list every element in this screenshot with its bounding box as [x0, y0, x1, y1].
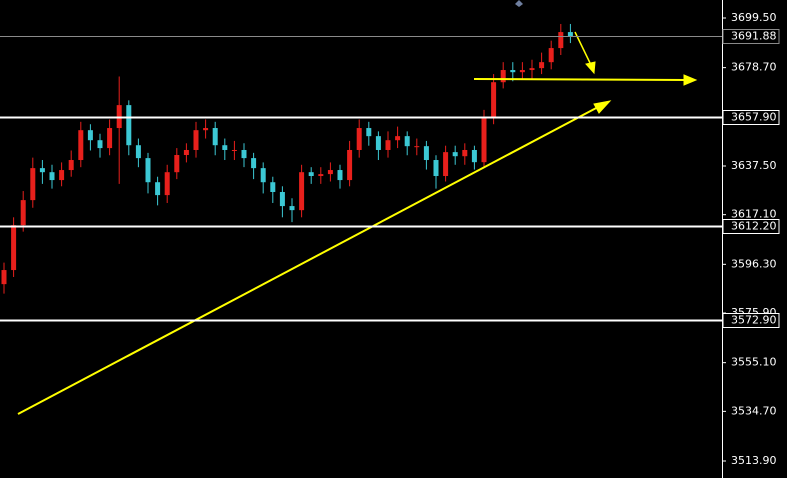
- candle-body: [11, 225, 17, 271]
- candle-body: [337, 170, 343, 181]
- price-label-box: [722, 313, 780, 328]
- y-tick-label: 3699.50: [731, 11, 777, 24]
- price-label-box: [722, 29, 780, 44]
- candles: [1, 23, 573, 294]
- price-label-box: [722, 110, 780, 125]
- candle-body: [203, 128, 209, 131]
- price-label: 3572.90: [731, 314, 777, 327]
- candle-body: [404, 136, 410, 147]
- candle-body: [356, 128, 362, 150]
- trend-line: [473, 78, 687, 81]
- trend-line: [574, 31, 592, 66]
- price-label: 3657.90: [731, 111, 777, 124]
- trend-line: [17, 105, 601, 415]
- candle-body: [78, 130, 84, 161]
- candle-body: [318, 174, 324, 177]
- candle-body: [174, 155, 180, 173]
- candle-body: [471, 149, 477, 163]
- candle-body: [462, 149, 468, 157]
- y-tick-label: 3637.50: [731, 159, 777, 172]
- candle-body: [97, 140, 103, 149]
- y-tick-label: 3555.10: [731, 356, 777, 369]
- candle-body: [279, 192, 285, 207]
- candle-body: [385, 140, 391, 150]
- candle-body: [126, 105, 132, 146]
- candle-body: [308, 172, 314, 177]
- candle-body: [558, 32, 564, 49]
- marker: [515, 0, 523, 7]
- candle-body: [433, 160, 439, 177]
- candle-body: [30, 168, 36, 201]
- candle-body: [270, 182, 276, 193]
- candle-body: [481, 118, 487, 163]
- price-label-box: [722, 219, 780, 234]
- y-tick-label: 3513.90: [731, 454, 777, 467]
- price-label: 3612.20: [731, 220, 777, 233]
- candle-body: [529, 68, 535, 71]
- candle-body: [423, 146, 429, 161]
- candle-body: [155, 182, 161, 196]
- price-label: 3691.88: [731, 30, 777, 43]
- y-tick-label: 3534.70: [731, 404, 777, 417]
- candle-body: [347, 149, 353, 181]
- candle-body: [510, 70, 516, 73]
- candle-body: [443, 152, 449, 177]
- y-tick-label: 3678.70: [731, 61, 777, 74]
- candle-body: [135, 145, 141, 159]
- candle-body: [193, 130, 199, 150]
- candle-body: [164, 172, 170, 196]
- candle-body: [251, 158, 257, 169]
- y-tick-label: 3617.10: [731, 208, 777, 221]
- candle-body: [366, 128, 372, 137]
- candle-body: [59, 170, 65, 181]
- candle-body: [107, 128, 113, 149]
- candle-body: [212, 128, 218, 146]
- candle-body: [539, 62, 545, 69]
- candle-body: [567, 32, 573, 37]
- candle-body: [395, 136, 401, 141]
- candle-body: [299, 172, 305, 211]
- candle-body: [548, 48, 554, 63]
- y-tick-label: 3596.30: [731, 257, 777, 270]
- candle-body: [222, 145, 228, 150]
- candle-body: [145, 158, 151, 183]
- candle-body: [375, 136, 381, 150]
- candle-body: [260, 168, 266, 183]
- arrow-head: [683, 74, 698, 86]
- candle-body: [500, 70, 506, 83]
- candle-body: [241, 149, 247, 159]
- arrow-head: [585, 61, 596, 75]
- candle-body: [231, 149, 237, 151]
- candle-body: [327, 170, 333, 175]
- candle-body: [183, 149, 189, 156]
- candle-body: [414, 146, 420, 148]
- candle-body: [49, 172, 55, 181]
- candle-body: [39, 168, 45, 173]
- candle-body: [452, 152, 458, 157]
- candle-body: [87, 130, 93, 141]
- candle-body: [519, 70, 525, 73]
- candle-body: [68, 160, 74, 171]
- candle-body: [20, 200, 26, 226]
- candle-body: [491, 82, 497, 119]
- arrow-head: [593, 100, 612, 114]
- candle-body: [289, 206, 295, 211]
- trend-lines: [17, 31, 698, 415]
- candle-body: [1, 270, 7, 285]
